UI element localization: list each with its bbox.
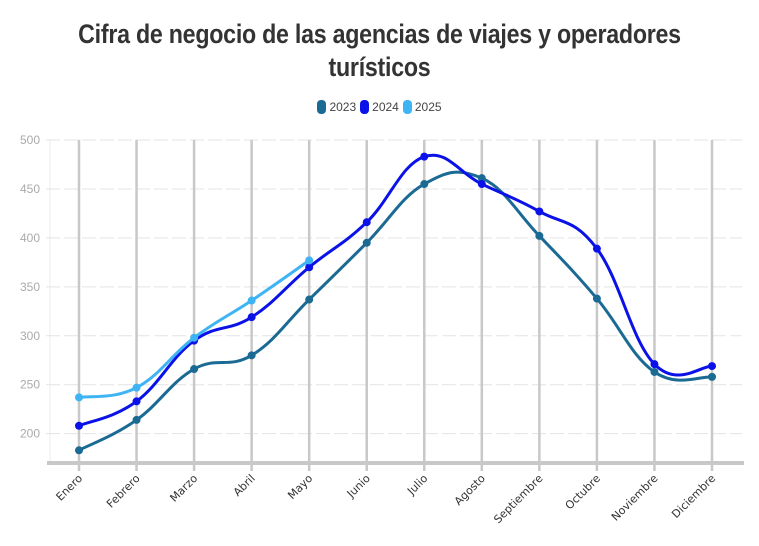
series-2025 xyxy=(75,256,314,402)
data-point-2025-Mayo[interactable] xyxy=(305,256,314,265)
category-lines xyxy=(77,140,714,471)
x-tick-label: Mayo xyxy=(285,472,315,502)
grid xyxy=(46,139,742,463)
data-point-2024-Agosto[interactable] xyxy=(477,180,486,189)
x-tick-label: Febrero xyxy=(104,472,143,511)
y-tick-label: 450 xyxy=(20,182,40,196)
data-point-2023-Julio[interactable] xyxy=(420,180,429,189)
legend-swatch-2023 xyxy=(317,100,327,114)
legend-swatch-2024 xyxy=(360,100,370,114)
data-point-2024-Febrero[interactable] xyxy=(132,397,141,406)
x-tick-label: Julio xyxy=(404,472,430,498)
legend-label-2023: 2023 xyxy=(329,100,357,114)
legend-swatch-2025 xyxy=(402,100,412,114)
x-tick-label: Octubre xyxy=(563,472,603,512)
series-line-2023 xyxy=(77,170,714,452)
legend-item-2025[interactable]: 2025 xyxy=(402,100,442,114)
data-point-2024-Junio[interactable] xyxy=(362,218,371,227)
x-tick-label: Enero xyxy=(54,472,86,504)
chart-title-line-2: turísticos xyxy=(328,52,431,82)
data-point-2023-Noviembre[interactable] xyxy=(650,367,659,376)
data-point-2025-Marzo[interactable] xyxy=(190,333,199,342)
data-point-2025-Abril[interactable] xyxy=(247,296,256,305)
y-tick-label: 300 xyxy=(20,329,40,343)
chart-title: Cifra de negocio de las agencias de viaj… xyxy=(53,18,706,84)
x-tick-label: Septiembre xyxy=(491,472,545,526)
data-point-2024-Diciembre[interactable] xyxy=(708,362,716,371)
y-tick-label: 350 xyxy=(20,280,40,294)
data-point-2023-Mayo[interactable] xyxy=(305,295,314,304)
data-point-2024-Abril[interactable] xyxy=(247,313,256,322)
y-tick-label: 200 xyxy=(20,427,40,441)
data-point-2024-Noviembre[interactable] xyxy=(650,360,659,369)
x-tick-label: Abril xyxy=(231,472,258,499)
data-point-2023-Abril[interactable] xyxy=(247,351,256,360)
x-tick-label: Diciembre xyxy=(669,472,718,521)
data-point-2023-Febrero[interactable] xyxy=(132,415,141,424)
chart-title-line-1: Cifra de negocio de las agencias de viaj… xyxy=(78,19,681,49)
series-2023 xyxy=(75,170,716,455)
data-point-2024-Julio[interactable] xyxy=(420,152,429,161)
series xyxy=(75,152,716,455)
data-point-2023-Octubre[interactable] xyxy=(592,294,601,303)
y-tick-label: 250 xyxy=(20,378,40,392)
data-point-2024-Enero[interactable] xyxy=(75,421,83,430)
x-axis-labels: Enero Febrero Marzo Abril Mayo Junio Julio Agos… xyxy=(54,472,719,526)
x-tick-label: Noviembre xyxy=(609,472,661,524)
data-point-2025-Enero[interactable] xyxy=(75,393,83,402)
data-point-2024-Octubre[interactable] xyxy=(592,244,601,253)
data-point-2025-Febrero[interactable] xyxy=(132,383,141,392)
data-point-2023-Septiembre[interactable] xyxy=(535,231,544,240)
legend-label-2025: 2025 xyxy=(414,100,442,114)
y-axis: 200 250 300 350 400 450 500 xyxy=(20,133,40,441)
legend-item-2023[interactable]: 2023 xyxy=(317,100,356,114)
data-point-2024-Septiembre[interactable] xyxy=(535,207,544,216)
legend-label-2024: 2024 xyxy=(372,100,399,114)
legend: 2023 2024 2025 xyxy=(0,100,759,114)
x-tick-label: Junio xyxy=(344,472,373,501)
data-point-2023-Marzo[interactable] xyxy=(190,365,199,374)
data-point-2023-Agosto[interactable] xyxy=(477,174,486,183)
y-tick-label: 500 xyxy=(20,133,40,147)
data-point-2023-Diciembre[interactable] xyxy=(708,372,716,381)
series-line-2024 xyxy=(77,153,714,428)
data-point-2023-Enero[interactable] xyxy=(75,446,83,455)
y-tick-label: 400 xyxy=(20,231,40,245)
data-point-2024-Mayo[interactable] xyxy=(305,263,314,272)
data-point-2023-Junio[interactable] xyxy=(362,238,371,247)
x-tick-label: Agosto xyxy=(452,472,488,508)
series-2024 xyxy=(75,152,716,430)
x-tick-label: Marzo xyxy=(167,472,200,505)
legend-item-2024[interactable]: 2024 xyxy=(360,100,399,114)
